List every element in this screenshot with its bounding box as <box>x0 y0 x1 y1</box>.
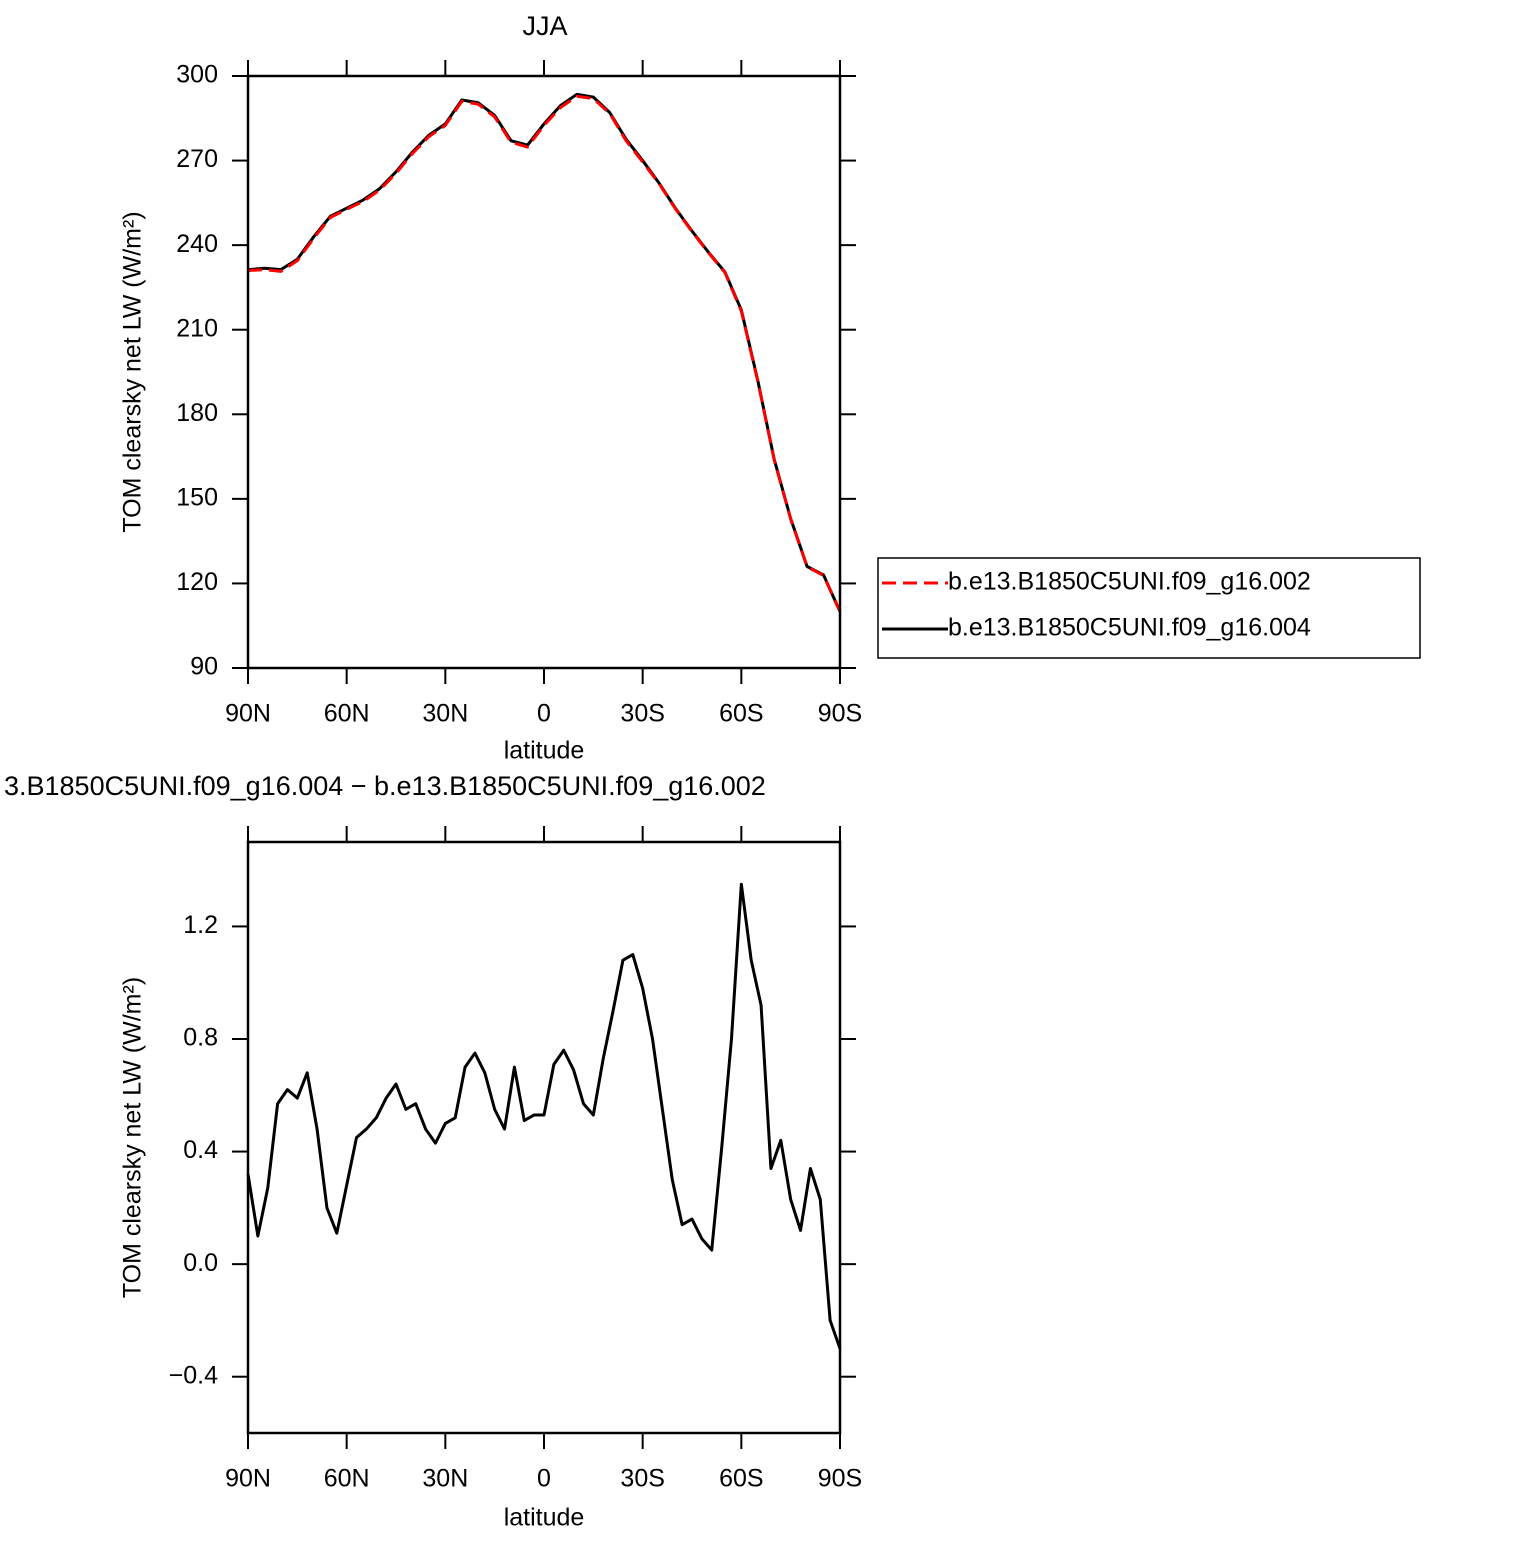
x-axis-label: latitude <box>504 737 585 765</box>
x-tick-label: 30N <box>422 700 468 728</box>
y-tick-label: 0.0 <box>183 1249 218 1277</box>
x-tick-label: 90S <box>818 1465 862 1493</box>
x-tick-label: 30N <box>422 1465 468 1493</box>
x-tick-label: 60S <box>719 700 763 728</box>
y-tick-label: 150 <box>176 483 218 511</box>
y-tick-label: 270 <box>176 145 218 173</box>
x-tick-label: 60S <box>719 1465 763 1493</box>
x-tick-label: 30S <box>620 1465 664 1493</box>
x-tick-label: 0 <box>537 700 551 728</box>
y-tick-label: 300 <box>176 61 218 89</box>
x-tick-label: 90N <box>225 700 271 728</box>
plot-frame <box>246 74 842 670</box>
x-tick-label: 0 <box>537 1465 551 1493</box>
y-tick-label: 90 <box>190 653 218 681</box>
x-tick-label: 60N <box>324 1465 370 1493</box>
y-axis-label: TOM clearsky net LW (W/m²) <box>119 977 147 1298</box>
plot-frame <box>246 840 842 1435</box>
legend-label: b.e13.B1850C5UNI.f09_g16.004 <box>948 614 1311 642</box>
series-line <box>247 94 842 613</box>
x-tick-label: 60N <box>324 700 370 728</box>
x-axis-label: latitude <box>504 1504 585 1532</box>
x-tick-label: 90S <box>818 700 862 728</box>
y-tick-label: 120 <box>176 568 218 596</box>
y-tick-label: 180 <box>176 399 218 427</box>
y-tick-label: 0.4 <box>183 1136 218 1164</box>
x-tick-label: 90N <box>225 1465 271 1493</box>
legend-label: b.e13.B1850C5UNI.f09_g16.002 <box>948 568 1311 596</box>
chart-title: 3.B1850C5UNI.f09_g16.004 − b.e13.B1850C5… <box>4 771 766 801</box>
y-tick-label: 210 <box>176 314 218 342</box>
y-tick-label: 0.8 <box>183 1024 218 1052</box>
y-axis-label: TOM clearsky net LW (W/m²) <box>119 211 147 532</box>
y-tick-label: 1.2 <box>183 911 218 939</box>
legend-box <box>877 557 1421 659</box>
series-line <box>246 882 842 1350</box>
x-tick-label: 30S <box>620 700 664 728</box>
y-tick-label: 240 <box>176 230 218 258</box>
chart-title: JJA <box>522 11 567 41</box>
y-tick-label: −0.4 <box>169 1361 218 1389</box>
